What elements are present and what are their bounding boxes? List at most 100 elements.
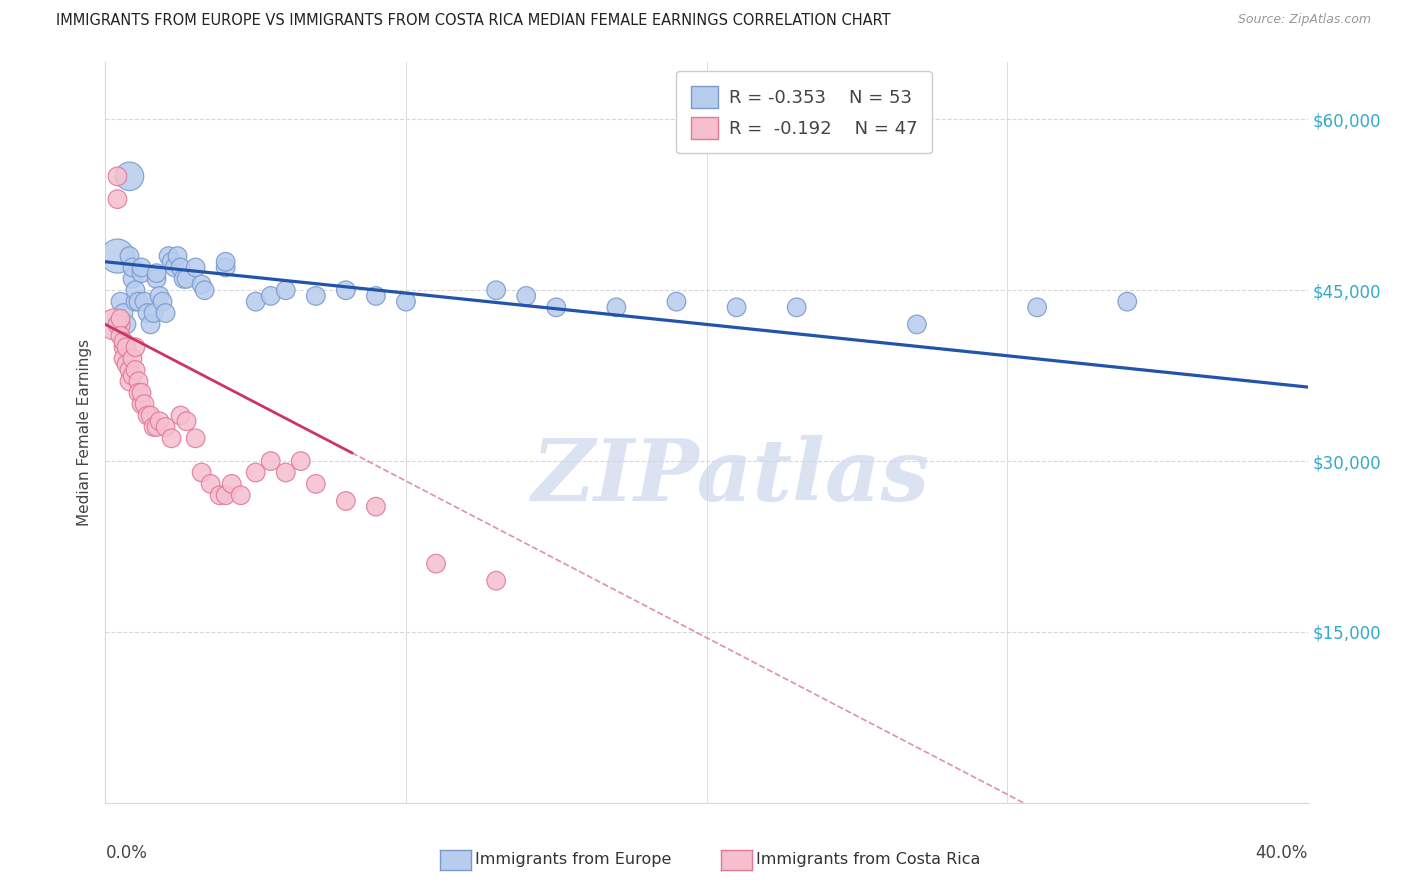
Point: [118, 375, 141, 389]
Point: [364, 500, 387, 514]
Point: [124, 363, 146, 377]
Point: [112, 340, 135, 354]
Point: [305, 289, 328, 303]
Point: [121, 368, 143, 383]
Point: [118, 249, 141, 263]
Point: [169, 409, 191, 423]
Point: [128, 294, 150, 309]
Point: [112, 306, 135, 320]
Text: 40.0%: 40.0%: [1256, 844, 1308, 862]
Point: [786, 301, 808, 315]
Point: [128, 375, 150, 389]
Text: ZIPatlas: ZIPatlas: [531, 435, 929, 519]
Point: [176, 414, 198, 428]
Point: [190, 277, 212, 292]
Point: [139, 409, 162, 423]
Point: [107, 192, 129, 206]
Point: [134, 397, 156, 411]
Point: [112, 334, 135, 349]
Point: [107, 169, 129, 184]
Point: [335, 283, 357, 297]
Point: [112, 351, 135, 366]
Point: [245, 466, 267, 480]
Point: [124, 340, 146, 354]
Point: [110, 311, 132, 326]
Point: [148, 414, 170, 428]
Point: [725, 301, 748, 315]
Y-axis label: Median Female Earnings: Median Female Earnings: [77, 339, 93, 526]
Point: [546, 301, 568, 315]
Point: [260, 289, 283, 303]
Point: [121, 260, 143, 275]
Point: [229, 488, 252, 502]
Point: [142, 306, 165, 320]
Point: [221, 476, 243, 491]
Text: 0.0%: 0.0%: [105, 844, 148, 862]
Point: [665, 294, 688, 309]
Point: [157, 249, 180, 263]
Point: [145, 266, 167, 280]
Point: [107, 318, 129, 332]
Point: [148, 289, 170, 303]
Point: [364, 289, 387, 303]
Point: [214, 254, 236, 268]
Point: [160, 254, 183, 268]
Point: [145, 420, 167, 434]
Text: IMMIGRANTS FROM EUROPE VS IMMIGRANTS FROM COSTA RICA MEDIAN FEMALE EARNINGS CORR: IMMIGRANTS FROM EUROPE VS IMMIGRANTS FRO…: [56, 13, 891, 29]
Point: [190, 466, 212, 480]
Point: [200, 476, 222, 491]
Point: [1116, 294, 1139, 309]
Point: [274, 283, 297, 297]
Point: [118, 363, 141, 377]
Point: [110, 318, 132, 332]
Point: [245, 294, 267, 309]
Point: [103, 318, 125, 332]
Point: [214, 260, 236, 275]
Point: [118, 169, 141, 184]
Point: [107, 249, 129, 263]
Point: [515, 289, 537, 303]
Point: [155, 420, 177, 434]
Point: [136, 409, 159, 423]
Point: [184, 431, 207, 445]
Point: [194, 283, 217, 297]
Point: [335, 494, 357, 508]
Point: [184, 260, 207, 275]
Point: [485, 283, 508, 297]
Point: [145, 272, 167, 286]
Text: Immigrants from Costa Rica: Immigrants from Costa Rica: [756, 853, 981, 867]
Point: [131, 397, 153, 411]
Legend: R = -0.353    N = 53, R =  -0.192    N = 47: R = -0.353 N = 53, R = -0.192 N = 47: [676, 71, 932, 153]
Point: [136, 306, 159, 320]
Point: [169, 260, 191, 275]
Point: [139, 318, 162, 332]
Point: [152, 294, 174, 309]
Point: [131, 385, 153, 400]
Point: [176, 272, 198, 286]
Point: [124, 294, 146, 309]
Point: [485, 574, 508, 588]
Point: [131, 260, 153, 275]
Point: [121, 272, 143, 286]
Point: [395, 294, 418, 309]
Point: [1026, 301, 1049, 315]
Text: Immigrants from Europe: Immigrants from Europe: [475, 853, 672, 867]
Point: [605, 301, 627, 315]
Point: [110, 328, 132, 343]
Point: [110, 294, 132, 309]
Point: [131, 266, 153, 280]
Point: [128, 385, 150, 400]
Point: [425, 557, 447, 571]
Text: Source: ZipAtlas.com: Source: ZipAtlas.com: [1237, 13, 1371, 27]
Point: [121, 351, 143, 366]
Point: [305, 476, 328, 491]
Point: [290, 454, 312, 468]
Point: [173, 272, 195, 286]
Point: [142, 420, 165, 434]
Point: [163, 260, 186, 275]
Point: [115, 318, 138, 332]
Point: [115, 357, 138, 371]
Point: [260, 454, 283, 468]
Point: [274, 466, 297, 480]
Point: [208, 488, 231, 502]
